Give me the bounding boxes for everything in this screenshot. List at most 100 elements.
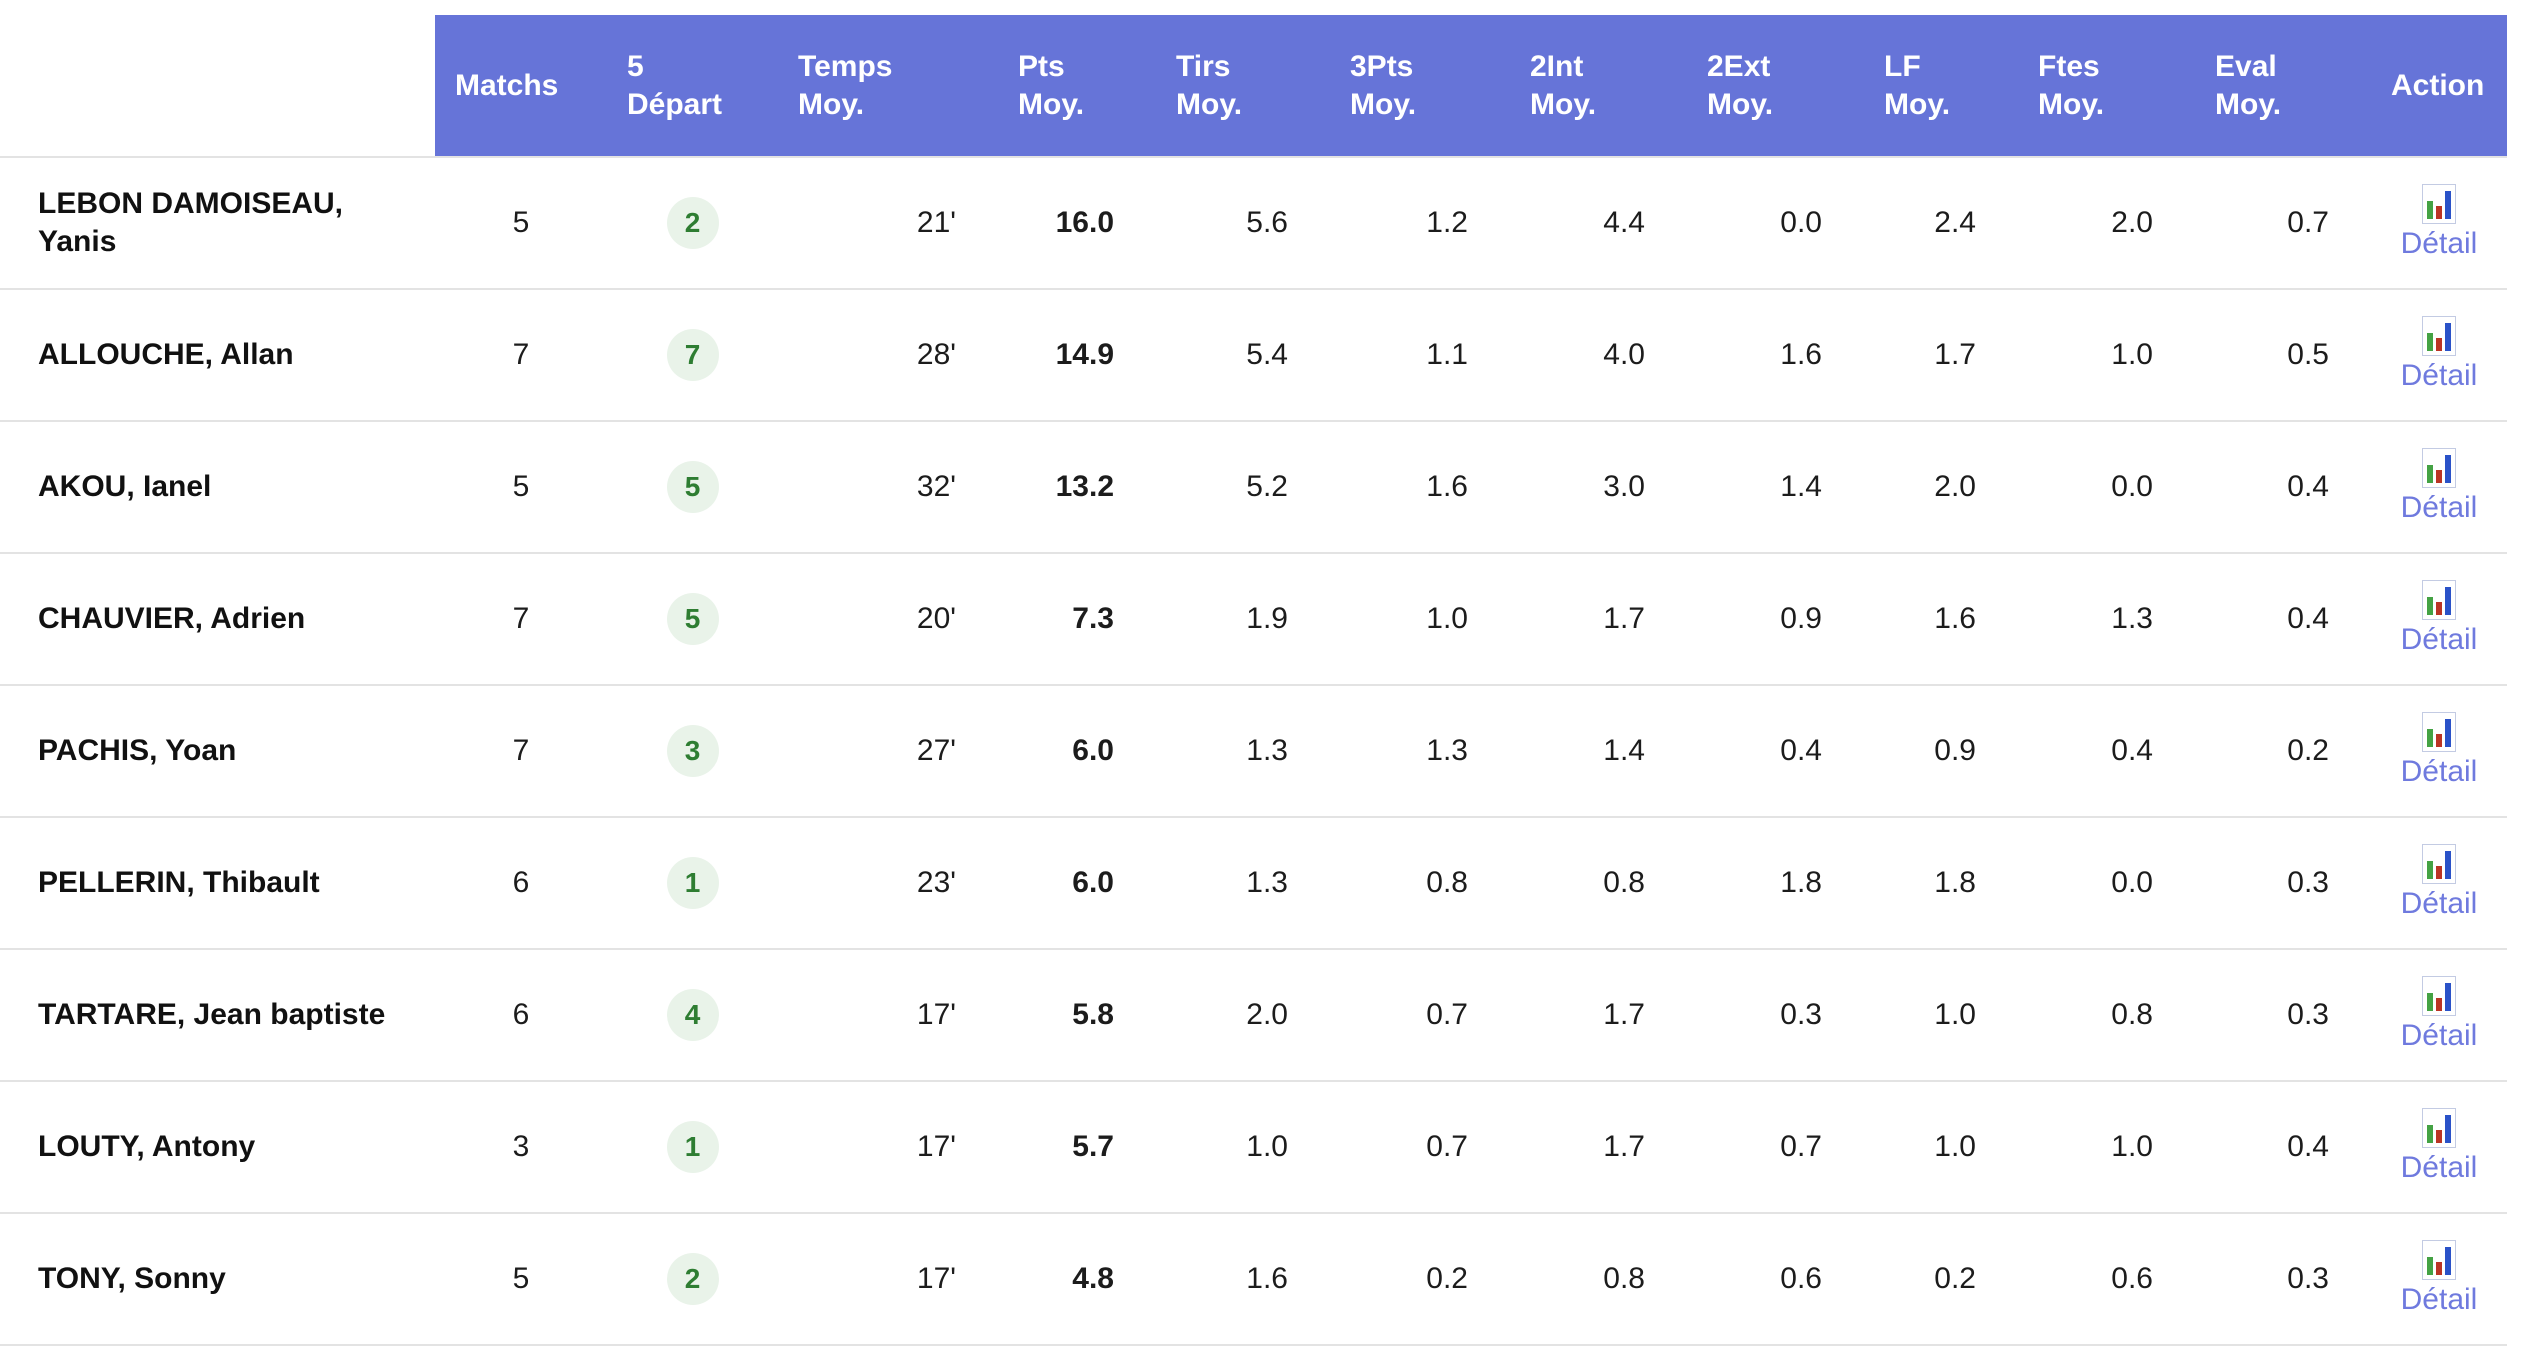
column-header-pts3: 3Pts Moy. — [1330, 15, 1510, 157]
tirs-value: 1.6 — [1246, 1262, 1288, 1295]
detail-link[interactable]: Détail — [2400, 1108, 2478, 1186]
stats-table-header: Matchs 5 Départ Temps Moy. Pts Moy. Tirs Moy… — [0, 15, 2507, 157]
temps-value: 17' — [916, 1262, 956, 1295]
table-row: CHAUVIER, Adrien 7 5 20' 7.3 1.9 1.0 1.7 0.9 1.6 1… — [0, 553, 2507, 685]
depart-cell: 2 — [607, 157, 778, 289]
lf-value: 1.0 — [1934, 998, 1976, 1031]
ftes-value: 2.0 — [2111, 206, 2153, 239]
ftes-value: 1.0 — [2111, 1130, 2153, 1163]
detail-link-label[interactable]: Détail — [2400, 623, 2478, 656]
column-header-matchs: Matchs — [435, 15, 607, 157]
detail-link-label[interactable]: Détail — [2400, 359, 2478, 392]
detail-link[interactable]: Détail — [2400, 184, 2478, 262]
tirs-value: 2.0 — [1246, 998, 1288, 1031]
matchs-value: 6 — [512, 998, 530, 1031]
bar-chart-icon[interactable] — [2421, 1108, 2456, 1148]
action-cell: Détail — [2371, 157, 2507, 289]
ftes-value: 0.0 — [2111, 866, 2153, 899]
table-row: TONY, Sonny 5 2 17' 4.8 1.6 0.2 0.8 0.6 0.2 0.6 0.3… — [0, 1213, 2507, 1345]
bar-chart-icon[interactable] — [2421, 712, 2456, 752]
ext2-value: 1.4 — [1780, 470, 1822, 503]
starts-badge: 5 — [666, 461, 719, 513]
bar-chart-icon[interactable] — [2421, 844, 2456, 884]
bar-chart-icon[interactable] — [2421, 184, 2456, 224]
pts-value: 5.8 — [1072, 998, 1114, 1031]
tirs-value: 5.2 — [1246, 470, 1288, 503]
column-header-depart: 5 Départ — [607, 15, 778, 157]
depart-cell: 1 — [607, 817, 778, 949]
matchs-value: 7 — [512, 338, 530, 371]
ext2-value: 0.3 — [1780, 998, 1822, 1031]
ext2-value: 0.6 — [1780, 1262, 1822, 1295]
detail-link-label[interactable]: Détail — [2400, 755, 2478, 788]
int2-value: 1.7 — [1603, 602, 1645, 635]
detail-link-label[interactable]: Détail — [2400, 1283, 2478, 1316]
column-header-eval: Eval Moy. — [2195, 15, 2371, 157]
player-name: LEBON DAMOISEAU, Yanis — [38, 187, 344, 258]
detail-link-label[interactable]: Détail — [2400, 1151, 2478, 1184]
temps-value: 17' — [916, 1130, 956, 1163]
column-header-pts: Pts Moy. — [998, 15, 1156, 157]
player-name: AKOU, Ianel — [38, 470, 212, 503]
ext2-value: 0.4 — [1780, 734, 1822, 767]
detail-link[interactable]: Détail — [2400, 580, 2478, 658]
bar-chart-icon[interactable] — [2421, 580, 2456, 620]
lf-value: 1.8 — [1934, 866, 1976, 899]
detail-link[interactable]: Détail — [2400, 1240, 2478, 1318]
eval-value: 0.3 — [2287, 866, 2329, 899]
depart-cell: 5 — [607, 421, 778, 553]
table-header-row: Matchs 5 Départ Temps Moy. Pts Moy. Tirs Moy… — [0, 15, 2507, 157]
depart-cell: 5 — [607, 553, 778, 685]
tirs-value: 5.6 — [1246, 206, 1288, 239]
matchs-value: 6 — [512, 866, 530, 899]
detail-link[interactable]: Détail — [2400, 712, 2478, 790]
player-name: TONY, Sonny — [38, 1262, 226, 1295]
detail-link-label[interactable]: Détail — [2400, 887, 2478, 920]
player-name: TARTARE, Jean baptiste — [38, 998, 386, 1031]
player-name: LOUTY, Antony — [38, 1130, 256, 1163]
bar-chart-icon[interactable] — [2421, 976, 2456, 1016]
depart-cell: 7 — [607, 289, 778, 421]
pts-value: 13.2 — [1055, 470, 1114, 503]
table-row: AKOU, Ianel 5 5 32' 13.2 5.2 1.6 3.0 1.4 2.0 0.0 0.… — [0, 421, 2507, 553]
starts-badge: 4 — [666, 989, 719, 1041]
bar-chart-icon[interactable] — [2421, 316, 2456, 356]
matchs-value: 5 — [512, 206, 530, 239]
detail-link-label[interactable]: Détail — [2400, 491, 2478, 524]
matchs-value: 5 — [512, 1262, 530, 1295]
starts-badge: 1 — [666, 1121, 719, 1173]
detail-link[interactable]: Détail — [2400, 976, 2478, 1054]
temps-value: 21' — [916, 206, 956, 239]
table-row: PACHIS, Yoan 7 3 27' 6.0 1.3 1.3 1.4 0.4 0.9 0.4 0.… — [0, 685, 2507, 817]
column-header-name — [0, 15, 435, 157]
ftes-value: 0.0 — [2111, 470, 2153, 503]
eval-value: 0.3 — [2287, 998, 2329, 1031]
column-header-ext2: 2Ext Moy. — [1687, 15, 1864, 157]
detail-link[interactable]: Détail — [2400, 844, 2478, 922]
column-header-tirs: Tirs Moy. — [1156, 15, 1330, 157]
detail-link[interactable]: Détail — [2400, 316, 2478, 394]
bar-chart-icon[interactable] — [2421, 448, 2456, 488]
temps-value: 27' — [916, 734, 956, 767]
pts3-value: 0.2 — [1426, 1262, 1468, 1295]
bar-chart-icon[interactable] — [2421, 1240, 2456, 1280]
detail-link[interactable]: Détail — [2400, 448, 2478, 526]
detail-link-label[interactable]: Détail — [2400, 227, 2478, 260]
lf-value: 1.6 — [1934, 602, 1976, 635]
action-cell: Détail — [2371, 1081, 2507, 1213]
int2-value: 4.0 — [1603, 338, 1645, 371]
ext2-value: 1.8 — [1780, 866, 1822, 899]
ftes-value: 0.4 — [2111, 734, 2153, 767]
action-cell: Détail — [2371, 949, 2507, 1081]
int2-value: 4.4 — [1603, 206, 1645, 239]
lf-value: 2.0 — [1934, 470, 1976, 503]
tirs-value: 1.9 — [1246, 602, 1288, 635]
eval-value: 0.4 — [2287, 1130, 2329, 1163]
pts3-value: 1.2 — [1426, 206, 1468, 239]
column-header-temps: Temps Moy. — [778, 15, 998, 157]
eval-value: 0.7 — [2287, 206, 2329, 239]
ftes-value: 1.0 — [2111, 338, 2153, 371]
tirs-value: 1.3 — [1246, 734, 1288, 767]
detail-link-label[interactable]: Détail — [2400, 1019, 2478, 1052]
player-name: CHAUVIER, Adrien — [38, 602, 306, 635]
